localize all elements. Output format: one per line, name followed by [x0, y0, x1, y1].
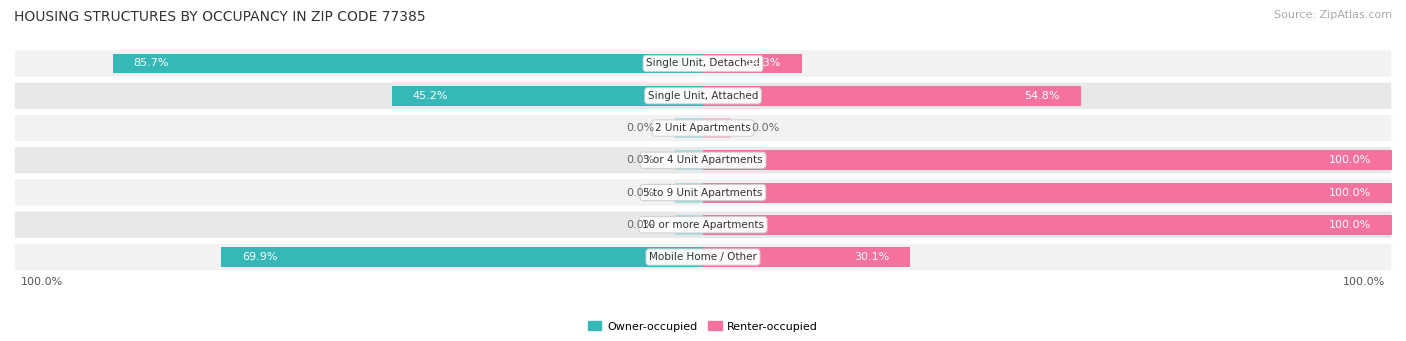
Bar	[675, 118, 703, 138]
Text: 2 Unit Apartments: 2 Unit Apartments	[655, 123, 751, 133]
Bar	[703, 54, 801, 74]
Text: 100.0%: 100.0%	[1329, 188, 1371, 197]
Text: 10 or more Apartments: 10 or more Apartments	[643, 220, 763, 230]
Text: HOUSING STRUCTURES BY OCCUPANCY IN ZIP CODE 77385: HOUSING STRUCTURES BY OCCUPANCY IN ZIP C…	[14, 10, 426, 24]
Text: 100.0%: 100.0%	[21, 277, 63, 287]
Bar	[392, 86, 703, 106]
FancyBboxPatch shape	[14, 49, 1392, 78]
Text: 30.1%: 30.1%	[855, 252, 890, 262]
FancyBboxPatch shape	[14, 211, 1392, 239]
Legend: Owner-occupied, Renter-occupied: Owner-occupied, Renter-occupied	[583, 317, 823, 336]
Text: 3 or 4 Unit Apartments: 3 or 4 Unit Apartments	[643, 155, 763, 165]
Bar	[675, 182, 703, 203]
Text: Single Unit, Detached: Single Unit, Detached	[647, 59, 759, 69]
FancyBboxPatch shape	[14, 114, 1392, 142]
Bar	[675, 150, 703, 170]
FancyBboxPatch shape	[14, 243, 1392, 271]
Text: 45.2%: 45.2%	[412, 91, 447, 101]
Text: Mobile Home / Other: Mobile Home / Other	[650, 252, 756, 262]
Text: 100.0%: 100.0%	[1329, 155, 1371, 165]
Bar	[221, 247, 703, 267]
Text: 0.0%: 0.0%	[627, 220, 655, 230]
Text: 69.9%: 69.9%	[242, 252, 277, 262]
Bar	[703, 182, 1392, 203]
Text: 0.0%: 0.0%	[627, 123, 655, 133]
Text: 100.0%: 100.0%	[1343, 277, 1385, 287]
FancyBboxPatch shape	[14, 178, 1392, 207]
Bar	[112, 54, 703, 74]
Text: 0.0%: 0.0%	[751, 123, 779, 133]
Text: Source: ZipAtlas.com: Source: ZipAtlas.com	[1274, 10, 1392, 20]
Text: 54.8%: 54.8%	[1025, 91, 1060, 101]
FancyBboxPatch shape	[14, 146, 1392, 175]
Bar	[703, 86, 1081, 106]
Bar	[703, 118, 731, 138]
Text: 14.3%: 14.3%	[745, 59, 780, 69]
Text: 0.0%: 0.0%	[627, 188, 655, 197]
Text: 0.0%: 0.0%	[627, 155, 655, 165]
Bar	[703, 247, 910, 267]
Bar	[675, 215, 703, 235]
Text: Single Unit, Attached: Single Unit, Attached	[648, 91, 758, 101]
Text: 85.7%: 85.7%	[134, 59, 169, 69]
Text: 5 to 9 Unit Apartments: 5 to 9 Unit Apartments	[644, 188, 762, 197]
Bar	[703, 150, 1392, 170]
Bar	[703, 215, 1392, 235]
FancyBboxPatch shape	[14, 81, 1392, 110]
Text: 100.0%: 100.0%	[1329, 220, 1371, 230]
